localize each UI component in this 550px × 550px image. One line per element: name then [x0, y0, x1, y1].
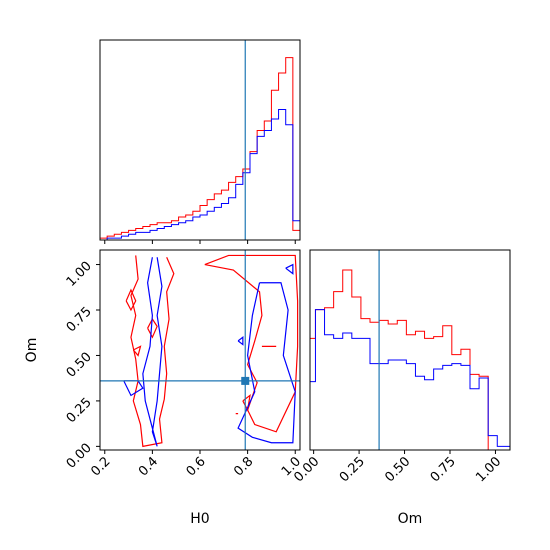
- joint-red-contour: [204, 254, 299, 433]
- joint-blue-contour: [123, 380, 144, 397]
- joint-y-tick-label: 1.00: [64, 259, 95, 290]
- joint-x-tick-label: 0.4: [136, 454, 161, 479]
- x-axis-label-om: Om: [398, 511, 423, 527]
- joint-blue-contour: [285, 263, 294, 275]
- om-histogram-panel: 0.00 0.25 0.50 0.75 1.00: [291, 249, 511, 485]
- joint-y-tick-label: 0.25: [64, 395, 95, 426]
- axis-labels: H0 Om Om: [24, 338, 422, 527]
- om-histogram-x-tick-label: 1.00: [473, 454, 504, 485]
- om-histogram-frame: [309, 249, 511, 451]
- joint-x-tick-label: 0.2: [88, 454, 113, 479]
- joint-y-tick-label: 0.75: [64, 304, 95, 335]
- joint-frame: [99, 249, 301, 451]
- om-histogram-x-tick-label: 0.25: [337, 454, 368, 485]
- joint-red-contour: [130, 255, 175, 448]
- om-histogram-blue-series: [309, 309, 511, 450]
- joint-blue-contour: [237, 282, 296, 444]
- joint-contour-panel: 0.2 0.4 0.6 0.8 1.00.000.250.500.751.00: [64, 249, 304, 479]
- joint-blue-contour: [142, 257, 163, 447]
- joint-x-tick-label: 0.6: [184, 454, 209, 479]
- h0-histogram-panel: [99, 39, 301, 244]
- joint-x-tick-label: 0.8: [231, 454, 256, 479]
- joint-blue-contour: [237, 336, 244, 346]
- joint-red-contour: [125, 288, 137, 312]
- joint-truth-marker: [241, 376, 250, 385]
- om-histogram-red-series: [309, 269, 510, 451]
- h0-histogram-blue-series: [100, 108, 301, 241]
- joint-contours: [123, 254, 299, 448]
- om-histogram-x-tick-label: 0.75: [428, 454, 459, 485]
- y-axis-label-om: Om: [24, 338, 40, 363]
- joint-y-tick-label: 0.50: [64, 350, 95, 381]
- om-histogram-x-tick-label: 0.50: [382, 454, 413, 485]
- joint-red-contour: [132, 345, 142, 357]
- h0-histogram-red-series: [99, 57, 301, 240]
- x-axis-label-h0: H0: [190, 511, 209, 527]
